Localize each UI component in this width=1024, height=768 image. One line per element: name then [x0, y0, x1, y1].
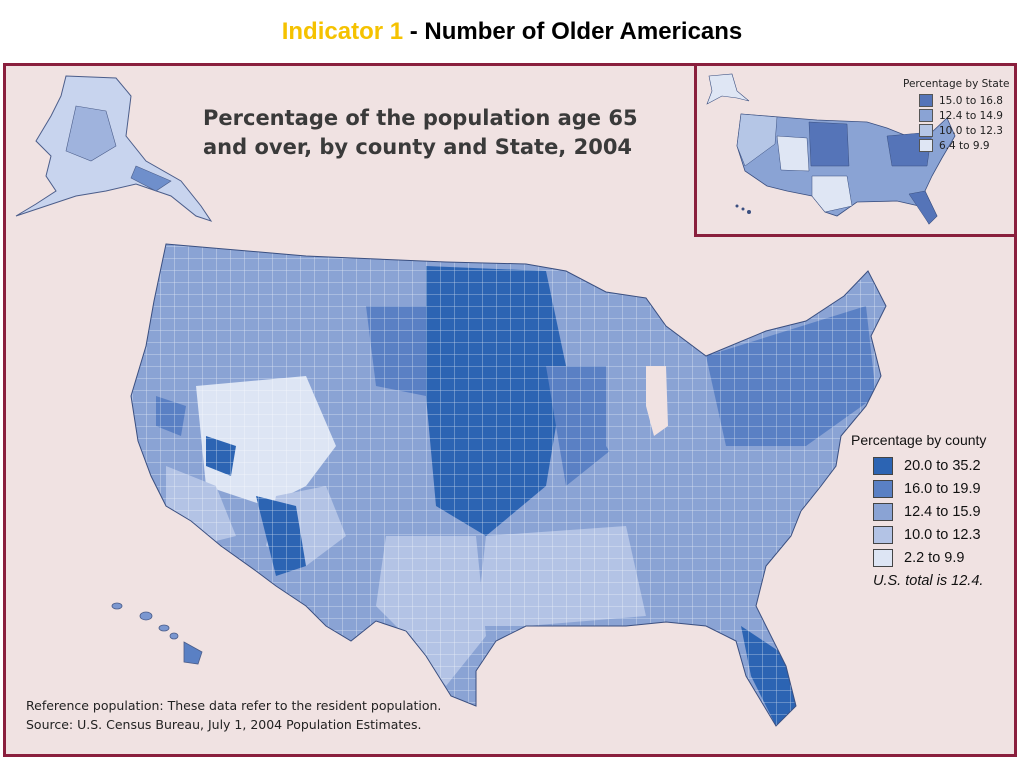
- slide-title-text: - Number of Older Americans: [403, 18, 743, 45]
- legend-label: 10.0 to 12.3: [904, 526, 981, 543]
- legend-swatch: [873, 456, 893, 475]
- legend-swatch: [873, 479, 893, 498]
- map-title-line2: and over, by county and State, 2004: [203, 135, 633, 159]
- county-legend-item: 20.0 to 35.2: [851, 454, 986, 477]
- legend-label: 16.0 to 19.9: [904, 480, 981, 497]
- legend-label: 12.4 to 14.9: [939, 109, 1003, 122]
- legend-swatch: [919, 94, 933, 107]
- contiguous-us: [131, 244, 886, 726]
- legend-label: 15.0 to 16.8: [939, 94, 1003, 107]
- state-legend-title: Percentage by State: [903, 78, 1010, 90]
- county-legend-item: 10.0 to 12.3: [851, 523, 986, 546]
- state-legend-item: 10.0 to 12.3: [903, 123, 1009, 138]
- legend-label: 12.4 to 15.9: [904, 503, 981, 520]
- legend-label: 6.4 to 9.9: [939, 139, 990, 152]
- county-legend-item: 12.4 to 15.9: [851, 500, 986, 523]
- source-note: Source: U.S. Census Bureau, July 1, 2004…: [26, 717, 422, 732]
- legend-swatch: [919, 124, 933, 137]
- county-legend-item: 2.2 to 9.9: [851, 546, 986, 569]
- state-legend-item: 6.4 to 9.9: [903, 138, 1009, 153]
- reference-note: Reference population: These data refer t…: [26, 698, 442, 713]
- legend-swatch: [919, 139, 933, 152]
- legend-swatch: [919, 109, 933, 122]
- map-title: Percentage of the population age 65 and …: [203, 104, 673, 162]
- state-inset-map: Percentage by State 15.0 to 16.8 12.4 to…: [694, 66, 1014, 237]
- county-choropleth-map: [15, 75, 887, 727]
- hawaii-shape: [111, 602, 203, 665]
- map-frame: Percentage of the population age 65 and …: [3, 63, 1017, 757]
- legend-swatch: [873, 502, 893, 521]
- footnote: Reference population: These data refer t…: [26, 696, 441, 734]
- us-total-note: U.S. total is 12.4.: [873, 573, 984, 589]
- county-legend-item: 16.0 to 19.9: [851, 477, 986, 500]
- state-map-graphic: [706, 73, 956, 225]
- slide-title: Indicator 1 - Number of Older Americans: [0, 18, 1024, 46]
- map-title-line1: Percentage of the population age 65: [203, 106, 638, 130]
- slide-title-indicator: Indicator 1: [281, 18, 404, 45]
- legend-swatch: [873, 525, 893, 544]
- legend-label: 2.2 to 9.9: [904, 549, 965, 566]
- legend-label: 20.0 to 35.2: [904, 457, 981, 474]
- legend-label: 10.0 to 12.3: [939, 124, 1003, 137]
- state-legend-item: 15.0 to 16.8: [903, 93, 1009, 108]
- state-legend-item: 12.4 to 14.9: [903, 108, 1009, 123]
- alaska-shape: [15, 75, 213, 222]
- state-legend: Percentage by State 15.0 to 16.8 12.4 to…: [903, 78, 1009, 153]
- legend-swatch: [873, 548, 893, 567]
- county-legend-title: Percentage by county: [851, 432, 987, 448]
- county-legend: Percentage by county 20.0 to 35.2 16.0 t…: [851, 432, 986, 589]
